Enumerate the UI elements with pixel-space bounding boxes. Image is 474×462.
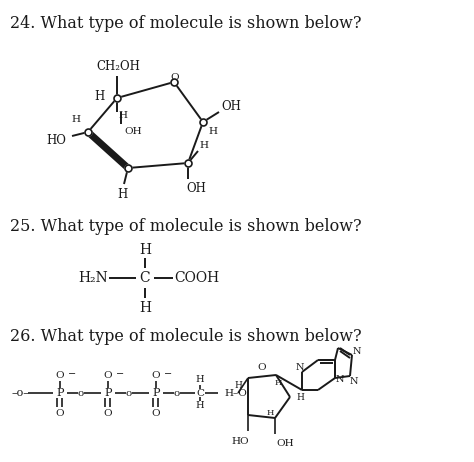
- Text: H: H: [234, 382, 242, 390]
- Text: 25. What type of molecule is shown below?: 25. What type of molecule is shown below…: [10, 218, 362, 235]
- Text: N: N: [296, 363, 304, 371]
- Text: H: H: [200, 140, 209, 150]
- Text: O: O: [258, 364, 266, 372]
- Text: 26. What type of molecule is shown below?: 26. What type of molecule is shown below…: [10, 328, 362, 345]
- Text: H: H: [296, 393, 304, 401]
- Text: P: P: [104, 388, 112, 398]
- Text: HO: HO: [46, 134, 66, 146]
- Text: H: H: [94, 90, 104, 103]
- Text: –o–: –o–: [12, 388, 30, 398]
- Text: H: H: [139, 301, 151, 315]
- Text: N: N: [353, 347, 361, 357]
- Text: H₂N: H₂N: [78, 271, 108, 285]
- Text: o: o: [126, 389, 132, 397]
- Text: N: N: [350, 377, 358, 385]
- Text: COOH: COOH: [174, 271, 219, 285]
- Text: HO: HO: [231, 437, 249, 445]
- Text: O: O: [104, 408, 112, 418]
- Text: −: −: [164, 371, 172, 379]
- Text: H: H: [72, 116, 81, 124]
- Text: H: H: [196, 401, 204, 411]
- Text: O: O: [171, 73, 179, 83]
- Text: 24. What type of molecule is shown below?: 24. What type of molecule is shown below…: [10, 15, 362, 32]
- Text: O: O: [152, 371, 160, 379]
- Text: H: H: [118, 111, 128, 121]
- Text: H: H: [209, 128, 218, 136]
- Text: o: o: [174, 389, 180, 397]
- Text: H–O: H–O: [224, 389, 247, 397]
- Text: CH₂OH: CH₂OH: [96, 60, 140, 73]
- Text: P: P: [56, 388, 64, 398]
- Text: O: O: [55, 371, 64, 379]
- Text: OH: OH: [186, 182, 206, 195]
- Text: H: H: [117, 188, 127, 201]
- Text: OH: OH: [221, 101, 241, 114]
- Text: C: C: [196, 389, 204, 397]
- Text: N: N: [336, 376, 344, 384]
- Text: H: H: [274, 379, 282, 387]
- Text: C: C: [140, 271, 150, 285]
- Text: OH: OH: [276, 439, 294, 449]
- Text: −: −: [116, 371, 124, 379]
- Text: o: o: [78, 389, 84, 397]
- Text: O: O: [104, 371, 112, 379]
- Text: O: O: [152, 408, 160, 418]
- Text: P: P: [152, 388, 160, 398]
- Text: −: −: [68, 371, 76, 379]
- Text: H: H: [266, 409, 273, 417]
- Text: H: H: [196, 376, 204, 384]
- Text: OH: OH: [124, 128, 142, 136]
- Text: H: H: [139, 243, 151, 257]
- Text: O: O: [55, 408, 64, 418]
